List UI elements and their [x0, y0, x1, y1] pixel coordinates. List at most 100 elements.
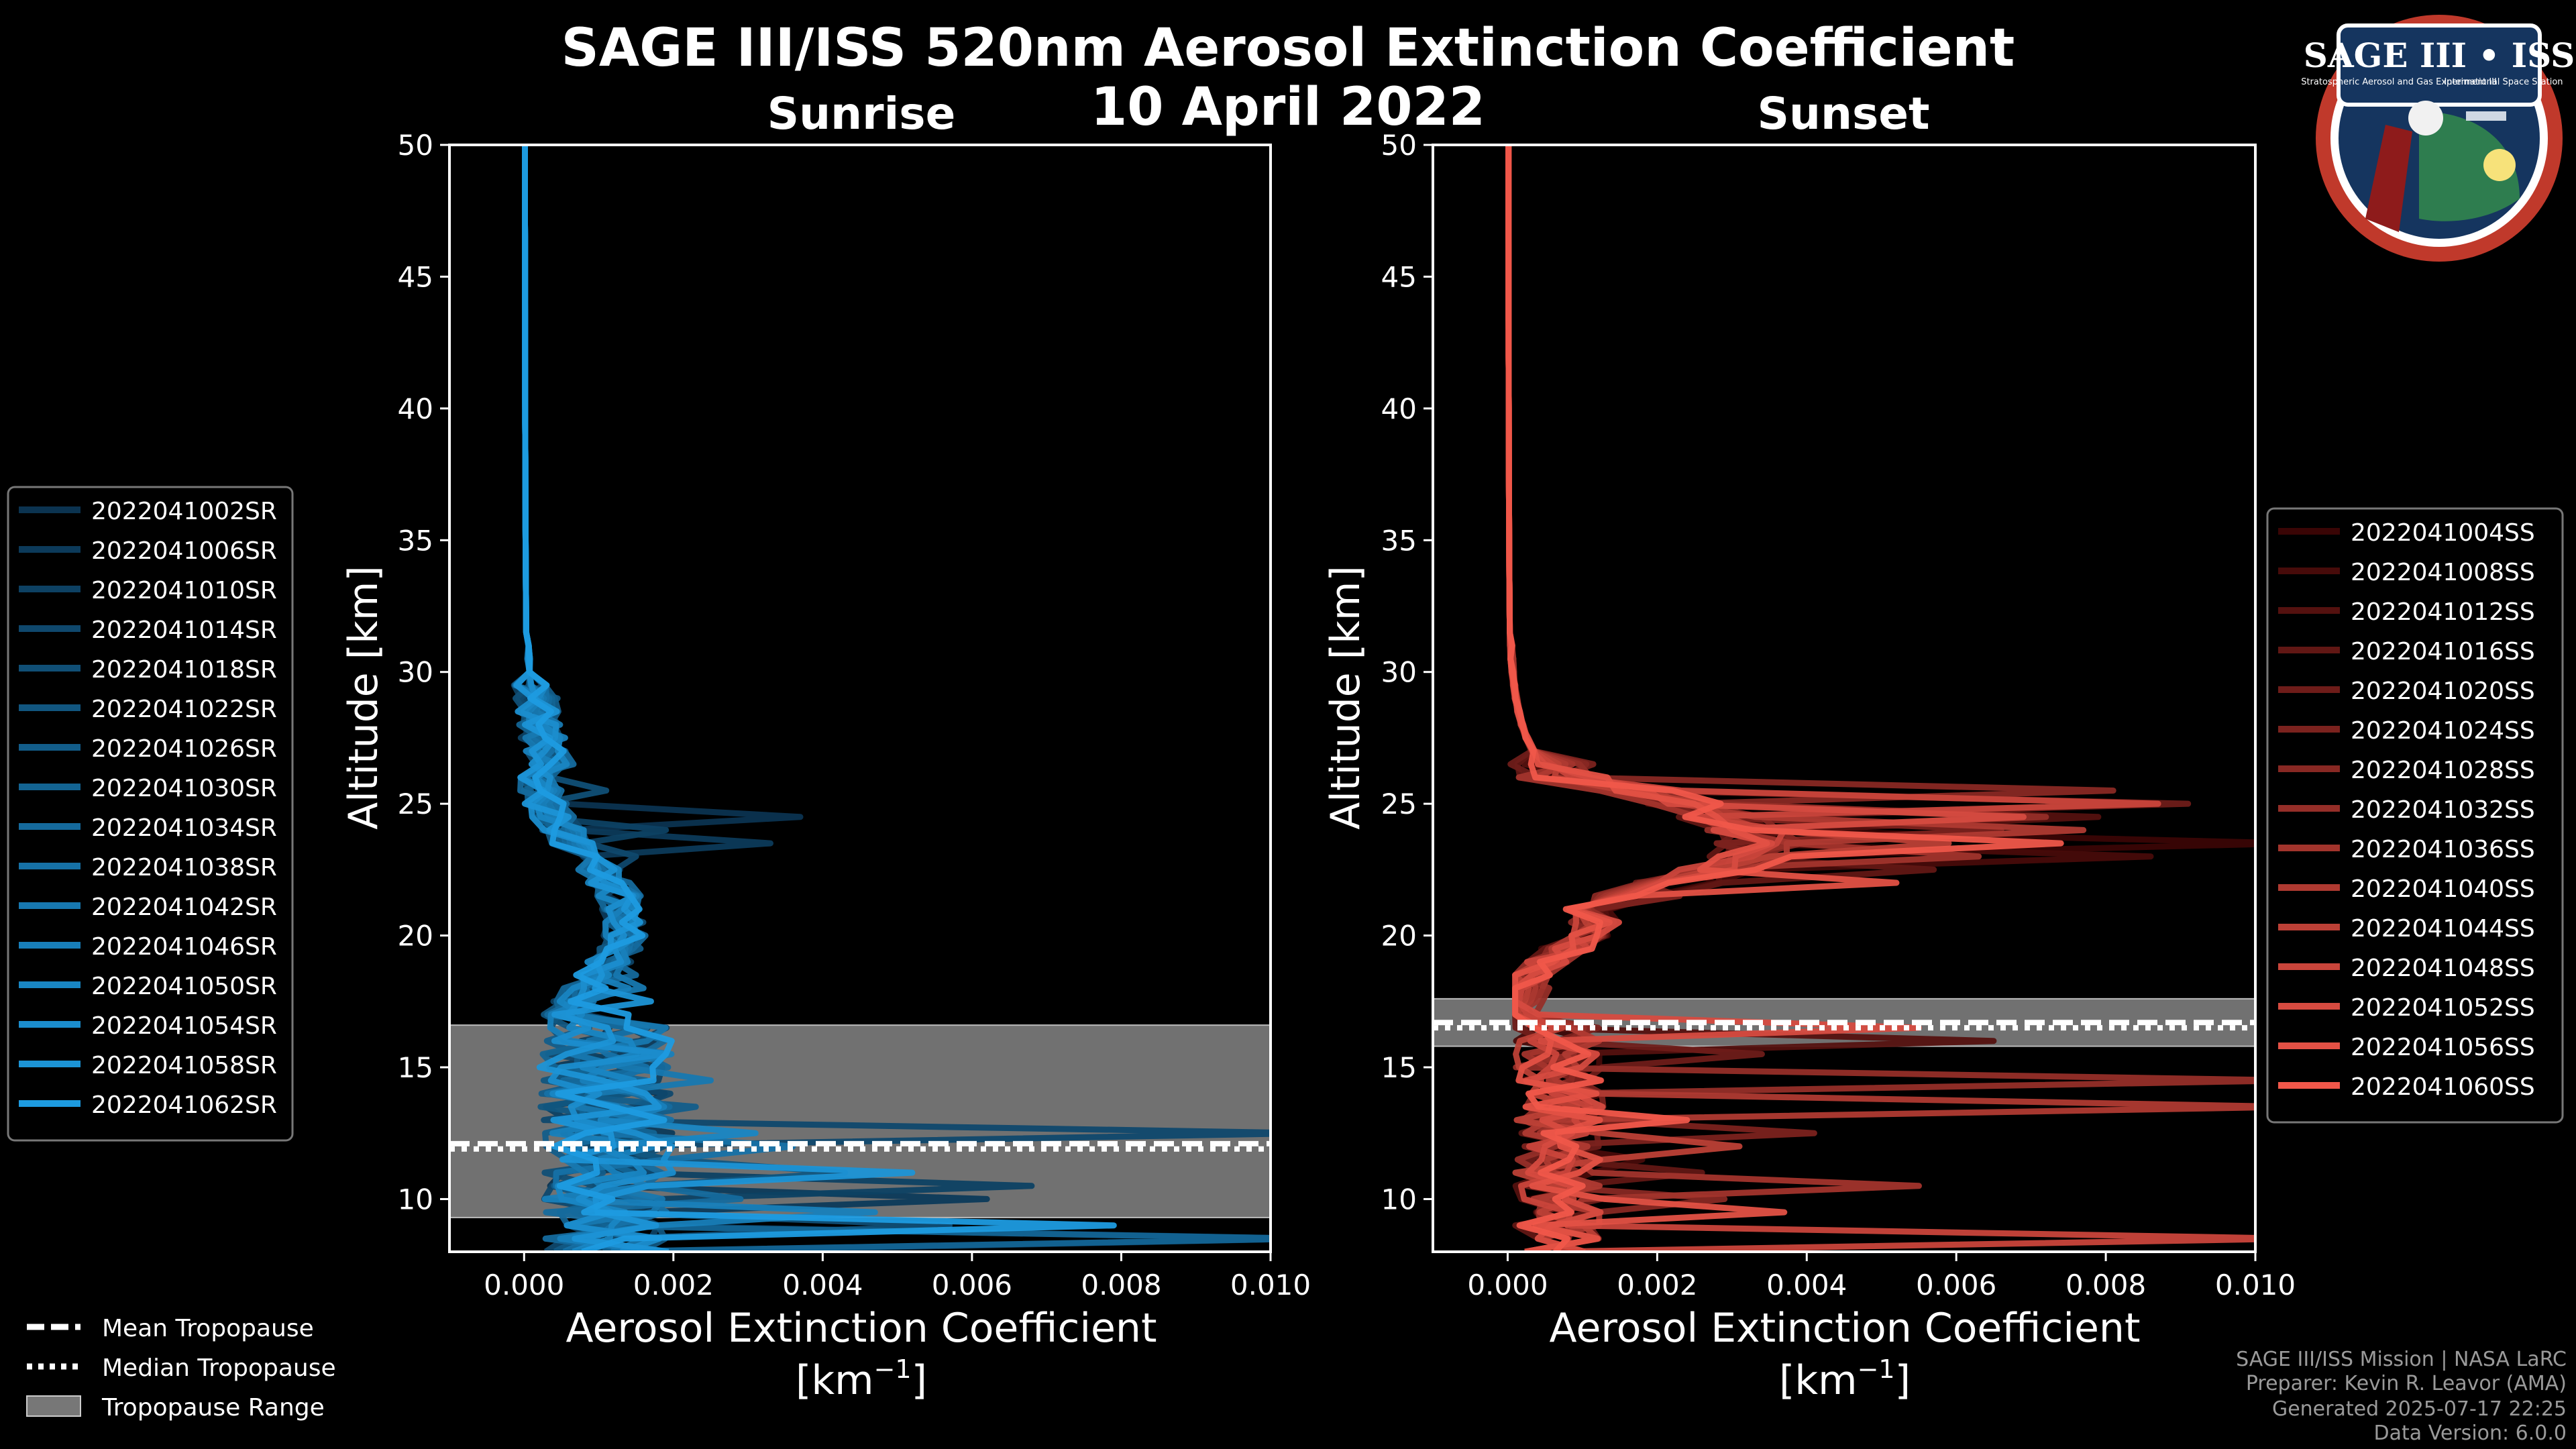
sunrise-legend-label: 2022041034SR: [91, 814, 277, 842]
logo-moon-icon: [2408, 101, 2443, 136]
sunset-y-tick-label: 35: [1381, 524, 1417, 557]
sunset-legend-label: 2022041044SS: [2351, 915, 2535, 943]
sunrise-x-axis-unit: [km−1]: [796, 1354, 927, 1404]
sunset-legend-label: 2022041056SS: [2351, 1034, 2535, 1061]
sunset-legend-label: 2022041008SS: [2351, 559, 2535, 586]
sunrise-y-tick-label: 50: [398, 129, 433, 162]
sunrise-legend-label: 2022041062SR: [91, 1091, 277, 1119]
sunrise-legend: 2022041002SR 2022041006SR 2022041010SR 2022…: [7, 486, 294, 1142]
sunset-legend-label: 2022041004SS: [2351, 519, 2535, 547]
sunset-axes-frame: [1432, 144, 2257, 1253]
sunrise-y-tick-label: 45: [398, 260, 433, 293]
sunset-y-tick-label: 20: [1381, 920, 1417, 953]
sunset-x-tick-label: 0.006: [1916, 1269, 1996, 1301]
sunrise-x-tick-label: 0.008: [1081, 1269, 1161, 1301]
sunrise-y-axis-label: Altitude [km]: [340, 566, 387, 830]
sunset-y-tick-label: 25: [1381, 788, 1417, 820]
sunset-x-tick-label: 0.004: [1766, 1269, 1847, 1301]
median-tropopause-label: Median Tropopause: [102, 1354, 336, 1382]
sunset-x-unit-base: [km: [1779, 1357, 1858, 1404]
sunset-legend-label: 2022041052SS: [2351, 994, 2535, 1022]
sunrise-legend-label: 2022041058SR: [91, 1052, 277, 1079]
logo-subtitle-2: International Space Station: [2444, 77, 2563, 87]
sage-iii-iss-logo: SAGE III • ISS Stratospheric Aerosol and…: [2301, 15, 2575, 262]
sunset-y-tick-label: 15: [1381, 1051, 1417, 1084]
sunrise-plot: 0.000 0.002 0.004 0.006 0.008 0.010 10 15 20 25 30…: [398, 129, 1311, 1301]
sunset-x-tick-label: 0.010: [2215, 1269, 2296, 1301]
sunset-y-tick-label: 45: [1381, 260, 1417, 293]
sunset-legend-label: 2022041032SS: [2351, 796, 2535, 824]
credits: SAGE III/ISS Mission | NASA LaRC Prepare…: [2236, 1348, 2567, 1445]
sunset-x-tick-label: 0.000: [1467, 1269, 1548, 1301]
sunset-legend-label: 2022041020SS: [2351, 678, 2535, 705]
sunrise-y-tick-label: 40: [398, 392, 433, 425]
tropopause-range-label: Tropopause Range: [101, 1394, 325, 1421]
sunrise-x-unit-base: [km: [796, 1357, 874, 1404]
sunrise-legend-label: 2022041010SR: [91, 577, 277, 604]
logo-subtitle: Stratospheric Aerosol and Gas Experiment…: [2301, 77, 2497, 87]
sunset-x-tick-label: 0.002: [1617, 1269, 1697, 1301]
credit-mission: SAGE III/ISS Mission | NASA LaRC: [2236, 1348, 2567, 1371]
sunrise-x-unit-close: ]: [912, 1357, 927, 1404]
sunrise-legend-label: 2022041006SR: [91, 537, 277, 565]
sunset-legend: 2022041004SS 2022041008SS 2022041012SS 2022…: [2266, 507, 2564, 1124]
sunrise-legend-label: 2022041046SR: [91, 933, 277, 961]
sunrise-legend-label: 2022041038SR: [91, 854, 277, 881]
sunset-profile-2022041060SS: [1505, 145, 2064, 1252]
sunrise-x-tick-label: 0.004: [782, 1269, 863, 1301]
sunrise-panel-title: Sunrise: [767, 88, 956, 140]
sunrise-x-tick-label: 0.006: [932, 1269, 1012, 1301]
sunset-y-tick-label: 50: [1381, 129, 1417, 162]
sunrise-legend-frame: [7, 486, 294, 1142]
sunrise-y-tick-label: 35: [398, 524, 433, 557]
logo-sun-icon: [2483, 149, 2516, 181]
sunrise-legend-label: 2022041002SR: [91, 498, 277, 525]
tropopause-range-swatch: [26, 1395, 81, 1417]
credit-preparer: Preparer: Kevin R. Leavor (AMA): [2246, 1372, 2567, 1395]
sunset-x-unit-exponent: −1: [1858, 1354, 1895, 1384]
sunrise-x-tick-label: 0.010: [1230, 1269, 1311, 1301]
sunrise-y-tick-label: 25: [398, 788, 433, 820]
tropopause-legend: Mean Tropopause Median Tropopause Tropop…: [26, 1315, 336, 1421]
logo-title: SAGE III • ISS: [2304, 36, 2575, 75]
logo-earth-icon: [2419, 111, 2520, 221]
sunrise-legend-label: 2022041014SR: [91, 616, 277, 644]
sunrise-legend-label: 2022041030SR: [91, 775, 277, 802]
sunset-legend-label: 2022041016SS: [2351, 638, 2535, 665]
sunset-legend-label: 2022041040SS: [2351, 875, 2535, 903]
sunset-x-axis-label: Aerosol Extinction Coefficient: [1550, 1305, 2141, 1352]
sunrise-profiles: [511, 145, 1271, 1252]
sunset-y-axis-label: Altitude [km]: [1322, 566, 1369, 830]
sunrise-legend-label: 2022041022SR: [91, 696, 277, 723]
sunrise-legend-label: 2022041042SR: [91, 894, 277, 921]
figure-date: 10 April 2022: [1091, 77, 1485, 138]
sunset-legend-label: 2022041048SS: [2351, 955, 2535, 982]
sunset-legend-frame: [2266, 507, 2564, 1124]
sunset-x-axis-unit: [km−1]: [1779, 1354, 1911, 1404]
sunrise-legend-label: 2022041018SR: [91, 656, 277, 684]
sunrise-legend-label: 2022041054SR: [91, 1012, 277, 1040]
sunrise-y-tick-label: 20: [398, 920, 433, 953]
sunrise-x-unit-exponent: −1: [874, 1354, 912, 1384]
sunset-panel-title: Sunset: [1757, 88, 1929, 140]
sunset-legend-label: 2022041024SS: [2351, 717, 2535, 745]
sunset-legend-label: 2022041028SS: [2351, 757, 2535, 784]
sunrise-axes-frame: [448, 144, 1272, 1253]
sunset-y-tick-label: 30: [1381, 656, 1417, 689]
logo-station-icon: [2466, 111, 2506, 121]
logo-figure-icon: [2365, 125, 2412, 232]
sunrise-legend-label: 2022041026SR: [91, 735, 277, 763]
sunset-x-unit-close: ]: [1895, 1357, 1911, 1404]
sunset-plot: 0.000 0.002 0.004 0.006 0.008 0.010 10 15 20 25 30…: [1381, 129, 2296, 1301]
sunset-y-tick-label: 40: [1381, 392, 1417, 425]
sunset-legend-label: 2022041060SS: [2351, 1073, 2535, 1101]
sunrise-y-tick-label: 15: [398, 1051, 433, 1084]
sunrise-x-tick-label: 0.002: [633, 1269, 714, 1301]
sunset-x-tick-label: 0.008: [2065, 1269, 2146, 1301]
sunset-profiles: [1505, 145, 2255, 1252]
sunset-profile-2022041032SS: [1505, 145, 2255, 1252]
figure-title: SAGE III/ISS 520nm Aerosol Extinction Co…: [561, 18, 2015, 78]
sunrise-legend-label: 2022041050SR: [91, 973, 277, 1000]
sunrise-y-tick-label: 10: [398, 1183, 433, 1216]
